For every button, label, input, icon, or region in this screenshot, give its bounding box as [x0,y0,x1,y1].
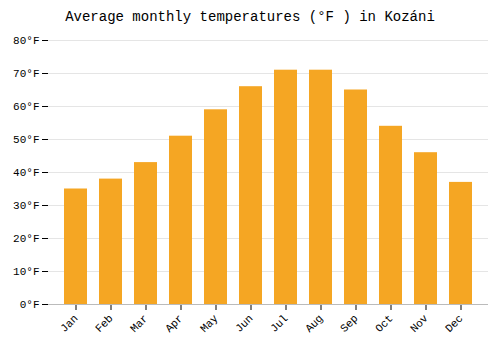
svg-text:0°F: 0°F [20,299,40,311]
svg-text:Feb: Feb [93,312,115,334]
svg-text:10°F: 10°F [13,266,39,278]
svg-text:20°F: 20°F [13,233,39,245]
svg-text:Jan: Jan [58,312,80,334]
svg-text:Jul: Jul [268,312,290,334]
svg-text:Dec: Dec [443,312,465,334]
svg-text:50°F: 50°F [13,134,39,146]
svg-text:May: May [198,312,221,335]
svg-text:Jun: Jun [233,312,255,334]
svg-text:Sep: Sep [338,312,360,334]
svg-text:Oct: Oct [373,312,395,334]
svg-text:Aug: Aug [303,312,325,334]
svg-text:30°F: 30°F [13,200,39,212]
svg-text:Apr: Apr [163,312,185,334]
svg-text:60°F: 60°F [13,101,39,113]
svg-text:80°F: 80°F [13,35,39,47]
svg-text:Mar: Mar [128,312,150,334]
svg-text:40°F: 40°F [13,167,39,179]
svg-text:70°F: 70°F [13,68,39,80]
html-text:Average monthly temperatures (: Average monthly temperatures (°F ) in Ko… [65,9,435,25]
svg-text:Nov: Nov [408,312,431,335]
